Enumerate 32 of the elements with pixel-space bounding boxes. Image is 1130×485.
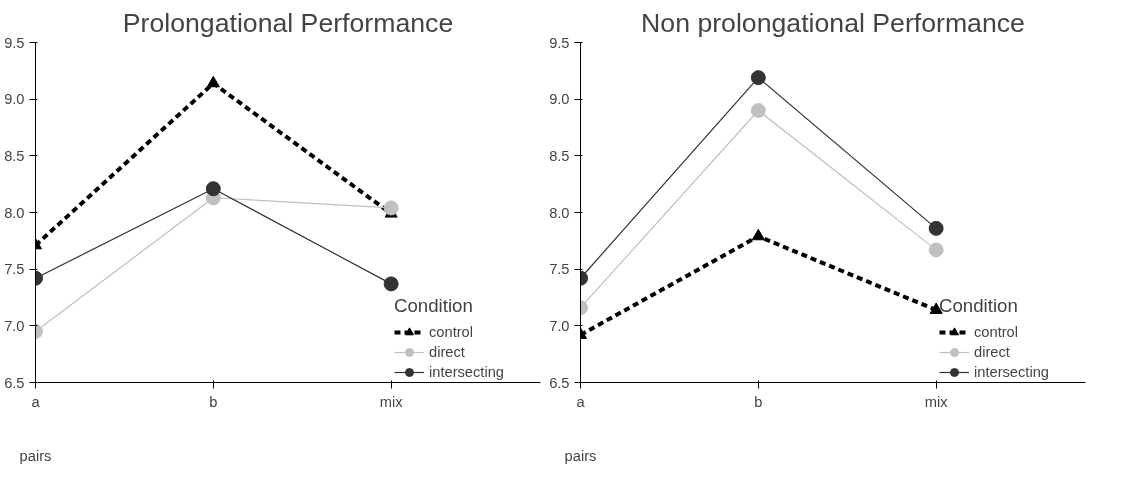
y-tick-label: 8.0 <box>549 204 570 221</box>
y-tick-label: 9.0 <box>4 91 25 108</box>
legend-title: Condition <box>939 295 1019 317</box>
legend-title: Condition <box>394 295 474 317</box>
x-tick-label: mix <box>379 393 404 410</box>
y-tick-label: 8.0 <box>4 204 25 221</box>
x-tick-label: b <box>209 393 218 410</box>
y-tick-label: 6.5 <box>549 374 570 391</box>
legend-label: direct <box>974 344 1010 360</box>
y-tick-label: 6.5 <box>4 374 25 391</box>
y-tick-label: 8.5 <box>4 147 25 164</box>
x-tick-label: a <box>31 393 41 410</box>
legend-label: intersecting <box>429 364 504 380</box>
y-tick-label: 7.0 <box>549 317 570 334</box>
x-tick-label: b <box>754 393 763 410</box>
y-tick-label: 9.0 <box>549 91 570 108</box>
y-tick-label: 7.5 <box>4 261 25 278</box>
legend-label: intersecting <box>974 364 1049 380</box>
x-axis-title: pairs <box>564 447 597 464</box>
x-tick-label: a <box>576 393 586 410</box>
legend-label: direct <box>429 344 465 360</box>
y-tick-label: 8.5 <box>549 147 570 164</box>
y-tick-label: 9.5 <box>549 34 570 51</box>
y-tick-label: 7.5 <box>549 261 570 278</box>
chart-title: Prolongational Performance <box>122 7 454 38</box>
x-axis-title: pairs <box>19 447 52 464</box>
legend-label: control <box>429 324 473 340</box>
legend-label: control <box>974 324 1018 340</box>
y-tick-label: 9.5 <box>4 34 25 51</box>
y-tick-label: 7.0 <box>4 317 25 334</box>
x-tick-label: mix <box>924 393 949 410</box>
chart-title: Non prolongational Performance <box>641 7 1025 38</box>
